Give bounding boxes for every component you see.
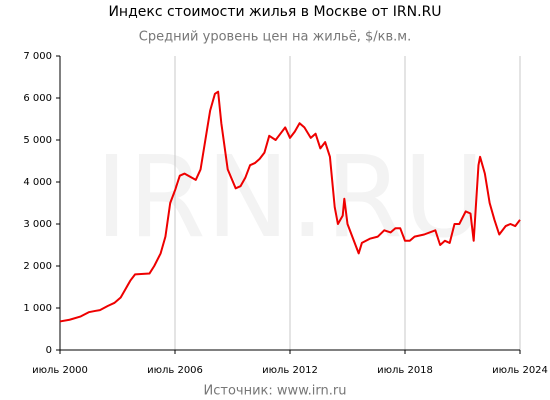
chart-subtitle: Средний уровень цен на жильё, $/кв.м. <box>139 30 411 45</box>
x-tick-label: июль 2024 <box>492 365 548 376</box>
source: Источник: www.irn.ru <box>204 384 347 399</box>
x-tick-label: июль 2012 <box>262 365 318 376</box>
x-tick-label: июль 2006 <box>147 365 203 376</box>
y-tick-label: 2 000 <box>23 261 52 272</box>
y-tick-label: 7 000 <box>23 51 52 62</box>
chart-title: Индекс стоимости жилья в Москве от IRN.R… <box>108 4 441 20</box>
x-tick-label: июль 2000 <box>32 365 88 376</box>
y-tick-label: 4 000 <box>23 177 52 188</box>
data-line <box>59 90 521 323</box>
y-tick-label: 6 000 <box>23 93 52 104</box>
y-tick-label: 5 000 <box>23 135 52 146</box>
x-tick-label: июль 2018 <box>377 365 433 376</box>
y-tick-label: 1 000 <box>23 303 52 314</box>
y-tick-label: 3 000 <box>23 219 52 230</box>
y-tick-label: 0 <box>46 345 52 356</box>
